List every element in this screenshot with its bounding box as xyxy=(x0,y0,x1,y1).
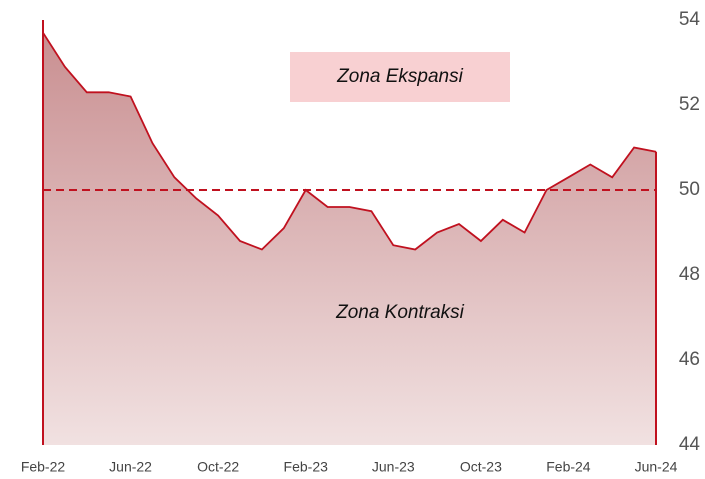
x-tick-label: Feb-22 xyxy=(21,459,66,475)
y-tick-label: 50 xyxy=(679,179,700,200)
line xyxy=(42,32,657,251)
y-tick-label: 52 xyxy=(679,94,700,115)
area xyxy=(43,32,656,445)
x-tick-label: Oct-22 xyxy=(197,459,239,475)
annotation-box xyxy=(290,52,510,102)
y-tick-label: 48 xyxy=(679,264,700,285)
x-tick-label: Oct-23 xyxy=(460,459,502,475)
x-tick-label: Feb-23 xyxy=(284,459,329,475)
x-tick-label: Jun-22 xyxy=(109,459,152,475)
y-tick-label: 44 xyxy=(679,434,701,455)
y-tick-label: 54 xyxy=(679,9,701,30)
annotation: Zona Ekspansi xyxy=(336,66,463,87)
x-tick-label: Jun-23 xyxy=(372,459,415,475)
x-tick-label: Jun-24 xyxy=(635,459,678,475)
x-tick-label: Feb-24 xyxy=(546,459,591,475)
y-tick-label: 46 xyxy=(679,349,700,370)
annotation: Zona Kontraksi xyxy=(335,302,465,323)
